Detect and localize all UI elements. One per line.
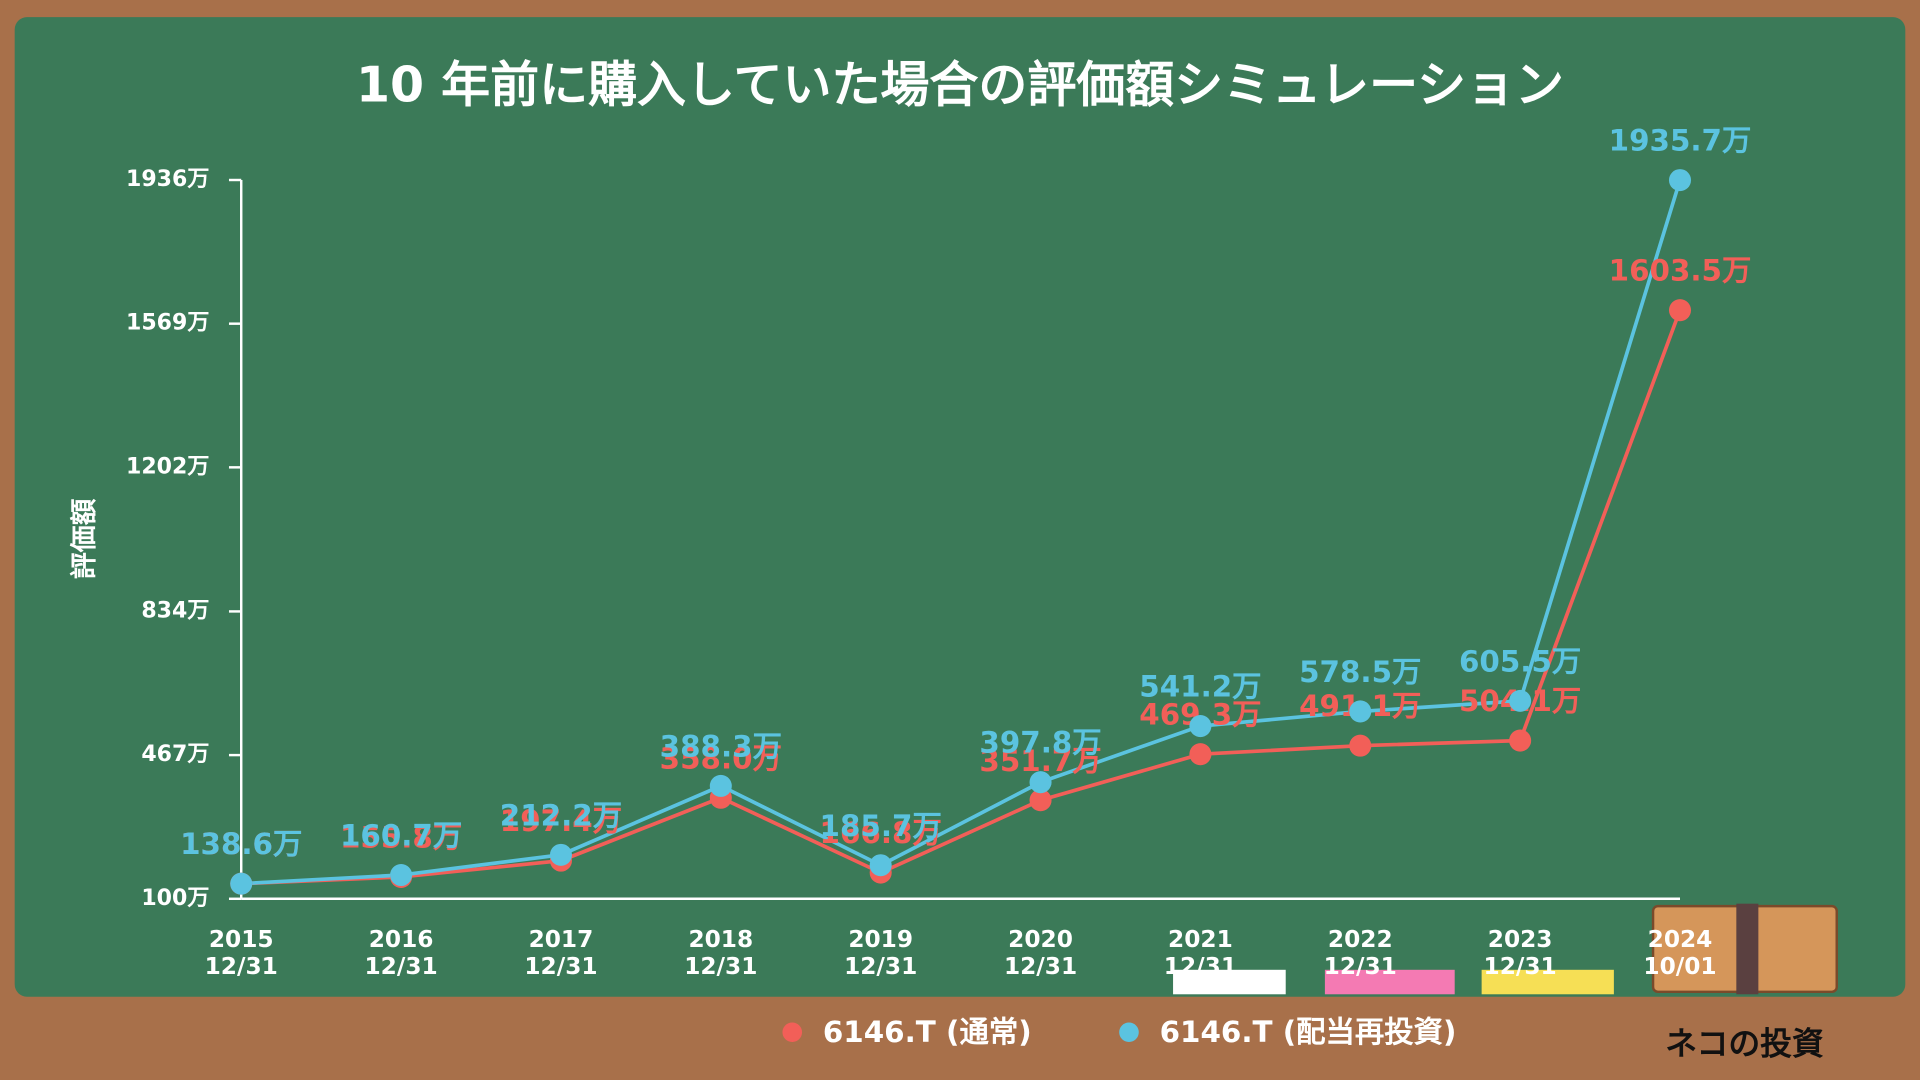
y-tick-label: 1202万 [126,454,209,479]
data-point [549,843,572,866]
x-tick-label: 2023 [1488,926,1553,953]
x-tick-label: 12/31 [205,953,278,980]
data-label: 388.3万 [660,729,782,763]
brand: ネコの投資 [1665,1025,1824,1063]
data-point [1349,734,1372,757]
x-tick-label: 12/31 [364,953,437,980]
x-tick-label: 2019 [848,926,913,953]
x-tick-label: 2020 [1008,926,1073,953]
data-point [1668,169,1692,192]
data-point [1509,729,1532,752]
x-tick-label: 2021 [1168,926,1233,953]
data-label: 212.2万 [500,798,622,832]
data-point [1349,700,1372,723]
data-label: 166.8万 [820,816,942,850]
data-point [869,854,892,877]
data-point [1189,715,1212,738]
x-tick-label: 12/31 [1004,953,1077,980]
data-point [1668,299,1692,322]
chalk-eraser [1173,969,1286,995]
data-label: 578.5万 [1299,655,1421,689]
series-line [241,179,1682,886]
data-point [390,863,413,887]
data-point [1509,689,1532,712]
chart-title: 10 年前に購入していた場合の評価額シミュレーション [356,57,1564,114]
data-label: 605.5万 [1459,644,1581,678]
chalk-eraser [1481,969,1614,995]
x-tick-label: 12/31 [684,953,757,980]
data-label: 541.2万 [1139,670,1261,704]
board [14,17,1906,997]
chalk-eraser [1324,969,1455,995]
data-label: 138.6万 [180,827,302,861]
x-tick-label: 2016 [369,926,434,953]
book-band [1736,903,1759,995]
data-label: 1935.7万 [1609,124,1752,158]
y-tick-label: 100万 [141,886,209,911]
y-tick-label: 834万 [141,598,209,623]
x-tick-label: 2015 [209,926,274,953]
x-tick-label: 12/31 [1484,953,1557,980]
data-point [1029,789,1052,812]
data-point [230,872,253,895]
legend-label: 6146.T (配当再投資) [1160,1015,1457,1049]
data-label: 185.7万 [820,809,942,843]
data-point [1189,743,1212,766]
legend-marker [782,1022,803,1043]
x-tick-label: 12/31 [844,953,917,980]
series-line [241,309,1682,886]
legend-marker [1119,1022,1139,1043]
data-label: 155.8万 [340,820,462,854]
y-axis-label: 評価額 [68,498,100,579]
x-tick-label: 2022 [1328,926,1393,953]
x-tick-label: 12/31 [1324,953,1397,980]
data-label: 397.8万 [979,726,1101,760]
data-label: 1603.5万 [1609,254,1752,288]
legend-label: 6146.T (通常) [823,1015,1032,1049]
data-label: 197.4万 [500,804,622,838]
x-tick-label: 2018 [688,926,753,953]
x-tick-label: 2024 [1648,926,1713,953]
y-tick-label: 1569万 [126,311,209,336]
data-label: 358.0万 [660,741,782,775]
data-point [1029,771,1052,794]
x-tick-label: 12/31 [1164,953,1237,980]
data-point [709,774,732,797]
data-label: 138.6万 [180,827,302,861]
data-label: 160.7万 [340,819,462,853]
x-tick-label: 10/01 [1643,953,1716,980]
y-tick-label: 1936万 [126,167,209,192]
x-tick-label: 12/31 [524,953,597,980]
y-tick-label: 467万 [141,742,209,767]
x-tick-label: 2017 [529,926,594,953]
